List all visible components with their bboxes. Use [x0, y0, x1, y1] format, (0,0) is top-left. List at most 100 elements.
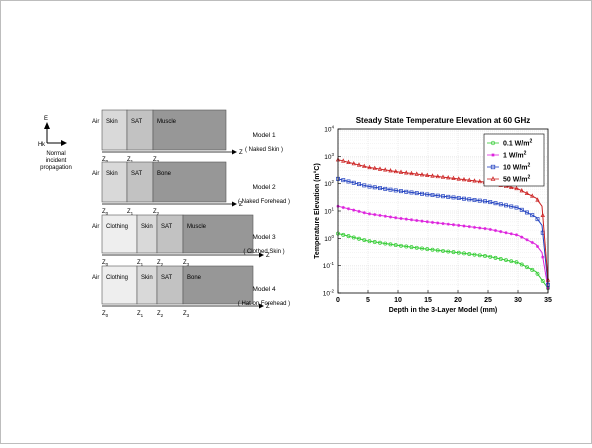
z-axis-label: Z [266, 253, 270, 259]
data-point [352, 208, 356, 212]
x-tick-label: 0 [336, 297, 340, 304]
boundary-label: Z0 [102, 260, 109, 267]
data-point [388, 215, 393, 219]
air-label: Air [92, 171, 99, 177]
series-2 [336, 204, 550, 290]
data-point [398, 169, 404, 174]
boundary-label: Z1 [127, 209, 134, 216]
boundary-label: Z1 [137, 260, 144, 267]
k-vector-label: k [42, 142, 46, 148]
data-point [414, 191, 419, 196]
data-point [377, 166, 383, 171]
data-point [383, 214, 387, 218]
x-tick-label: 25 [484, 297, 492, 304]
data-point [367, 239, 372, 244]
data-point [394, 216, 398, 220]
y-tick-label: 10-1 [323, 261, 335, 270]
chart-title: Steady State Temperature Elevation at 60… [356, 116, 531, 125]
data-point [498, 257, 503, 261]
layer-muscle [182, 214, 254, 254]
caption-line-3: propagation [40, 165, 72, 171]
caption-line-2: incident [46, 158, 67, 164]
data-point [351, 180, 356, 185]
layer-label: Skin [141, 224, 153, 230]
layer-label: Bone [157, 171, 172, 177]
data-point [504, 203, 508, 208]
data-point [451, 175, 456, 180]
data-point [420, 246, 424, 251]
data-point [524, 190, 530, 195]
y-tick-label: 101 [324, 207, 334, 216]
data-point [509, 259, 514, 264]
model-subtitle: ( Hat on Forehead ) [238, 301, 290, 307]
data-point [477, 198, 482, 203]
data-point [441, 221, 445, 226]
propagation-legend: E H k Normal incident propagation [38, 116, 72, 171]
data-point [425, 220, 429, 224]
data-point [420, 191, 424, 196]
model-title: Model 3 [252, 234, 276, 241]
layer-label: Clothing [106, 224, 128, 230]
model-subtitle: ( Naked Skin ) [245, 147, 283, 153]
data-point [441, 194, 445, 199]
series-3 [336, 176, 550, 287]
data-point [346, 179, 351, 184]
z-axis-label: Z [239, 150, 243, 156]
data-point [404, 170, 409, 175]
legend-entry: 10 W/m2 [503, 163, 531, 172]
data-point [477, 253, 482, 258]
z-axis-arrowhead [259, 252, 264, 258]
x-tick-label: 5 [366, 297, 370, 304]
boundary-label: Z2 [157, 311, 164, 318]
data-point [462, 196, 466, 201]
data-point [514, 260, 519, 265]
data-point [467, 252, 472, 256]
data-point [383, 241, 388, 246]
data-point [504, 258, 508, 263]
air-label: Air [92, 224, 99, 230]
data-point [430, 173, 435, 178]
data-point [488, 200, 493, 205]
data-point [509, 232, 513, 236]
data-point [457, 223, 461, 227]
data-point [456, 176, 461, 181]
layer-label: Skin [106, 119, 118, 125]
data-point [519, 207, 524, 212]
layer-label: Skin [106, 171, 118, 177]
data-point [541, 255, 545, 259]
h-field-label: H [38, 142, 42, 148]
data-point [530, 193, 535, 198]
data-point [514, 233, 519, 237]
data-point [341, 232, 346, 237]
layer-clothing [101, 265, 138, 305]
model-subtitle: ( Clothed Skin ) [243, 249, 284, 255]
y-axis-label: Temperature Elevation (m°C) [313, 163, 321, 259]
data-point [440, 174, 446, 179]
y-tick-label: 100 [324, 234, 334, 243]
data-point [509, 204, 514, 209]
data-point [393, 168, 398, 174]
layer-sat [156, 265, 184, 305]
z-axis-label: Z [239, 202, 243, 208]
layer-label: Bone [187, 275, 202, 281]
data-point [351, 235, 356, 240]
data-point [530, 267, 535, 272]
model-4: Air Clothing Skin SAT Bone Z Z0 Z1 Z2 Z3 Model 4 ( … [92, 265, 290, 318]
temperature-chart: 0 5 10 15 20 25 30 35 10-2 10-1 100 101 102 103 104 Ste… [313, 116, 552, 314]
data-point [419, 172, 425, 177]
layer-models: Air Skin SAT Muscle Z Z0 Z1 Z2 Model 1 ( Naked Sk… [92, 109, 290, 318]
series-1 [336, 231, 550, 291]
data-point [456, 196, 461, 201]
model-title: Model 4 [252, 286, 276, 293]
layer-sat [126, 109, 154, 151]
data-point [414, 245, 419, 250]
layer-clothing [101, 214, 138, 254]
data-point [378, 240, 382, 245]
data-point [530, 213, 535, 218]
data-point [409, 218, 414, 222]
x-tick-label: 35 [544, 297, 552, 304]
data-point [472, 178, 477, 183]
data-point [399, 216, 403, 221]
layer-label: Muscle [157, 119, 177, 125]
data-point [472, 225, 477, 229]
